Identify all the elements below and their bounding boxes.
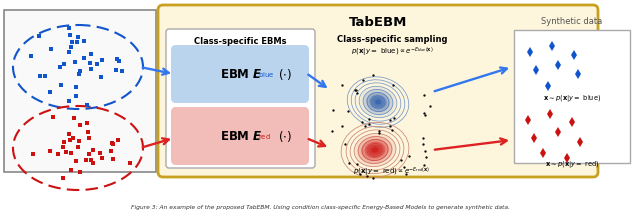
Text: Class-specific sampling: Class-specific sampling xyxy=(337,35,447,44)
Ellipse shape xyxy=(372,97,384,107)
Text: Synthetic data: Synthetic data xyxy=(541,17,603,27)
Text: $(\cdot)$: $(\cdot)$ xyxy=(278,67,292,83)
Text: EBM $\boldsymbol{E}$: EBM $\boldsymbol{E}$ xyxy=(220,130,262,143)
FancyBboxPatch shape xyxy=(4,10,156,172)
FancyBboxPatch shape xyxy=(171,107,309,165)
Text: $_{\mathbf{\mathsf{blue}}}$: $_{\mathbf{\mathsf{blue}}}$ xyxy=(258,70,275,80)
FancyBboxPatch shape xyxy=(514,30,630,163)
Text: $p(\mathbf{x}|y = $ red$)\propto e^{-E_{\mathrm{red}}(\mathbf{x})}$: $p(\mathbf{x}|y = $ red$)\propto e^{-E_{… xyxy=(353,165,431,179)
Ellipse shape xyxy=(375,100,381,105)
Ellipse shape xyxy=(369,94,387,110)
Text: $_{\mathbf{\mathsf{red}}}$: $_{\mathbf{\mathsf{red}}}$ xyxy=(258,132,271,142)
FancyBboxPatch shape xyxy=(171,45,309,103)
Text: $\mathbf{x} \sim p(\mathbf{x}|y = $ blue$)$: $\mathbf{x} \sim p(\mathbf{x}|y = $ blue… xyxy=(543,92,601,103)
Text: EBM $\boldsymbol{E}$: EBM $\boldsymbol{E}$ xyxy=(220,68,262,81)
Ellipse shape xyxy=(354,133,396,167)
Ellipse shape xyxy=(368,145,382,156)
Text: Figure 3: An example of the proposed TabEBM. Using condition class-specific Ener: Figure 3: An example of the proposed Tab… xyxy=(131,205,509,210)
Ellipse shape xyxy=(358,136,392,164)
Text: Class-specific EBMs: Class-specific EBMs xyxy=(194,38,286,46)
Ellipse shape xyxy=(360,87,396,117)
Text: $p(\mathbf{x}|y = $ blue$)\propto e^{-E_{\mathrm{blue}}(\mathbf{x})}$: $p(\mathbf{x}|y = $ blue$)\propto e^{-E_… xyxy=(351,45,433,59)
Ellipse shape xyxy=(371,147,378,153)
Text: TabEBM: TabEBM xyxy=(349,16,407,30)
Ellipse shape xyxy=(363,89,393,115)
FancyBboxPatch shape xyxy=(166,29,315,168)
Text: $\mathbf{x} \sim p(\mathbf{x}|y = $ red$)$: $\mathbf{x} \sim p(\mathbf{x}|y = $ red$… xyxy=(545,159,600,170)
Ellipse shape xyxy=(361,139,389,161)
Ellipse shape xyxy=(366,92,390,112)
Text: $(\cdot)$: $(\cdot)$ xyxy=(278,130,292,145)
FancyBboxPatch shape xyxy=(158,5,598,177)
Ellipse shape xyxy=(365,142,385,158)
